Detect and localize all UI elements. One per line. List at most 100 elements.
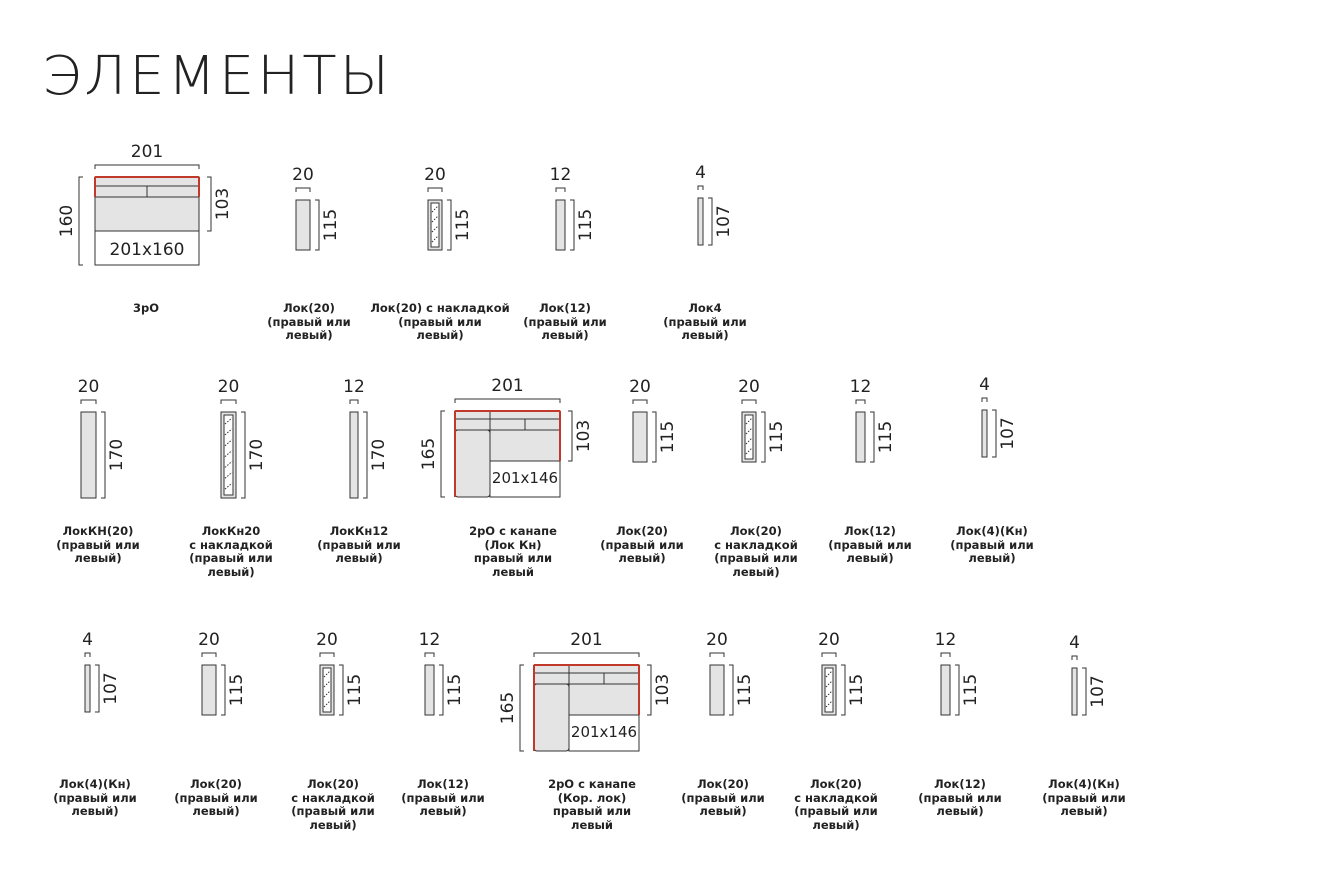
width-bracket [319,652,335,657]
height-bracket [841,664,846,716]
width-bracket [295,187,311,192]
height-label: 115 [227,674,247,706]
width-label: 12 [550,165,572,185]
height-bracket [570,199,575,251]
width-bracket [821,652,837,657]
element-caption: Лок(20) (правый или левый) [174,777,258,818]
element-caption: Лок(20) с накладкой (правый или левый) [794,777,878,832]
element-16: 20 115 [316,630,365,716]
overlay-hatch [431,225,439,233]
width-label: 201 [491,376,523,396]
element-20: 20 115 [818,630,867,716]
armrest-block [84,664,91,713]
armrest-block [424,664,435,716]
element-caption: 2рО с канапе (Лок Кн) правый или левый [469,524,557,579]
height-bracket [729,664,734,716]
element-caption: ЛокКн12 (правый или левый) [317,524,401,565]
armrest-block [855,411,866,463]
overlay-panel [824,667,834,713]
width-label: 20 [738,377,760,397]
height-label: 170 [369,439,389,471]
width-bracket [220,399,237,404]
armrest-block [632,411,648,463]
height-bracket [241,411,246,499]
height-bracket [1082,667,1087,716]
armrest-block [940,664,951,716]
element-11: 20 115 [738,377,787,463]
sofa-body [94,176,200,232]
height-label: 170 [247,439,267,471]
depth-label: 165 [498,692,518,724]
height-bracket [339,664,344,716]
height-bracket [568,410,573,462]
width-label: 4 [979,375,990,395]
element-5: 4 107 [695,163,734,246]
element-caption: Лок(12) (правый или левый) [401,777,485,818]
height-label: 115 [445,674,465,706]
element-caption: 3рО [132,301,159,315]
element-14: 4 107 [82,630,121,713]
height-bracket [439,664,444,716]
width-label: 12 [343,377,365,397]
element-17: 12 115 [419,630,465,716]
width-bracket [533,652,640,657]
width-bracket [981,397,988,402]
element-caption: Лок(20) (правый или левый) [600,524,684,565]
height-bracket [761,411,766,463]
height-bracket [447,199,452,251]
armrest-block [981,409,988,458]
height-label: 107 [998,417,1018,449]
element-3: 20 115 [424,165,473,251]
depth-frame [94,231,200,266]
element-caption: Лок(20) (правый или левый) [681,777,765,818]
width-label: 12 [850,377,872,397]
element-caption: Лок(20) с накладкой (правый или левый) [370,301,510,342]
overlay-panel [430,202,440,248]
overlay-hatch [323,680,331,688]
overlay-hatch [825,670,833,678]
overlay-hatch [323,700,331,708]
width-label: 20 [316,630,338,650]
element-2: 20 115 [292,165,341,251]
element-caption: ЛокКН(20) (правый или левый) [56,524,140,565]
chaise [533,683,570,752]
page-title: ЭЛЕМЕНТЫ [42,45,393,108]
width-bracket [1071,655,1078,660]
width-label: 201 [131,142,163,162]
element-caption: ЛокКн20 с накладкой (правый или левый) [189,524,273,579]
element-4: 12 115 [550,165,596,251]
height-bracket [647,664,652,716]
height-label: 103 [653,674,673,706]
element-caption: Лок(12) (правый или левый) [523,301,607,342]
overlay-panel [322,667,332,713]
overlay-hatch [745,437,753,445]
height-bracket [101,411,106,499]
width-bracket [709,652,725,657]
overlay-hatch [323,690,331,698]
width-bracket [349,399,359,404]
element-caption: Лок4 (правый или левый) [663,301,747,342]
depth-bracket [440,410,445,498]
chaise [454,429,491,498]
armrest-block [697,197,704,246]
element-22: 4 107 [1069,633,1108,716]
width-bracket [555,187,566,192]
overlay-hatch [825,700,833,708]
element-caption: Лок(4)(Кн) (правый или левый) [950,524,1034,565]
overlay-hatch [745,447,753,455]
element-21: 12 115 [935,630,981,716]
armrest-block [295,199,311,251]
element-13: 4 107 [979,375,1018,458]
element-12: 12 115 [850,377,896,463]
overlay-hatch [745,427,753,435]
width-bracket [741,399,757,404]
overlay-hatch [825,690,833,698]
width-label: 4 [82,630,93,650]
overlay-panel [744,414,754,460]
element-6: 20 170 [78,377,127,499]
width-bracket [632,399,648,404]
height-label: 107 [101,672,121,704]
element-7: 20 170 [218,377,267,499]
overlay-hatch [431,215,439,223]
height-label: 115 [735,674,755,706]
